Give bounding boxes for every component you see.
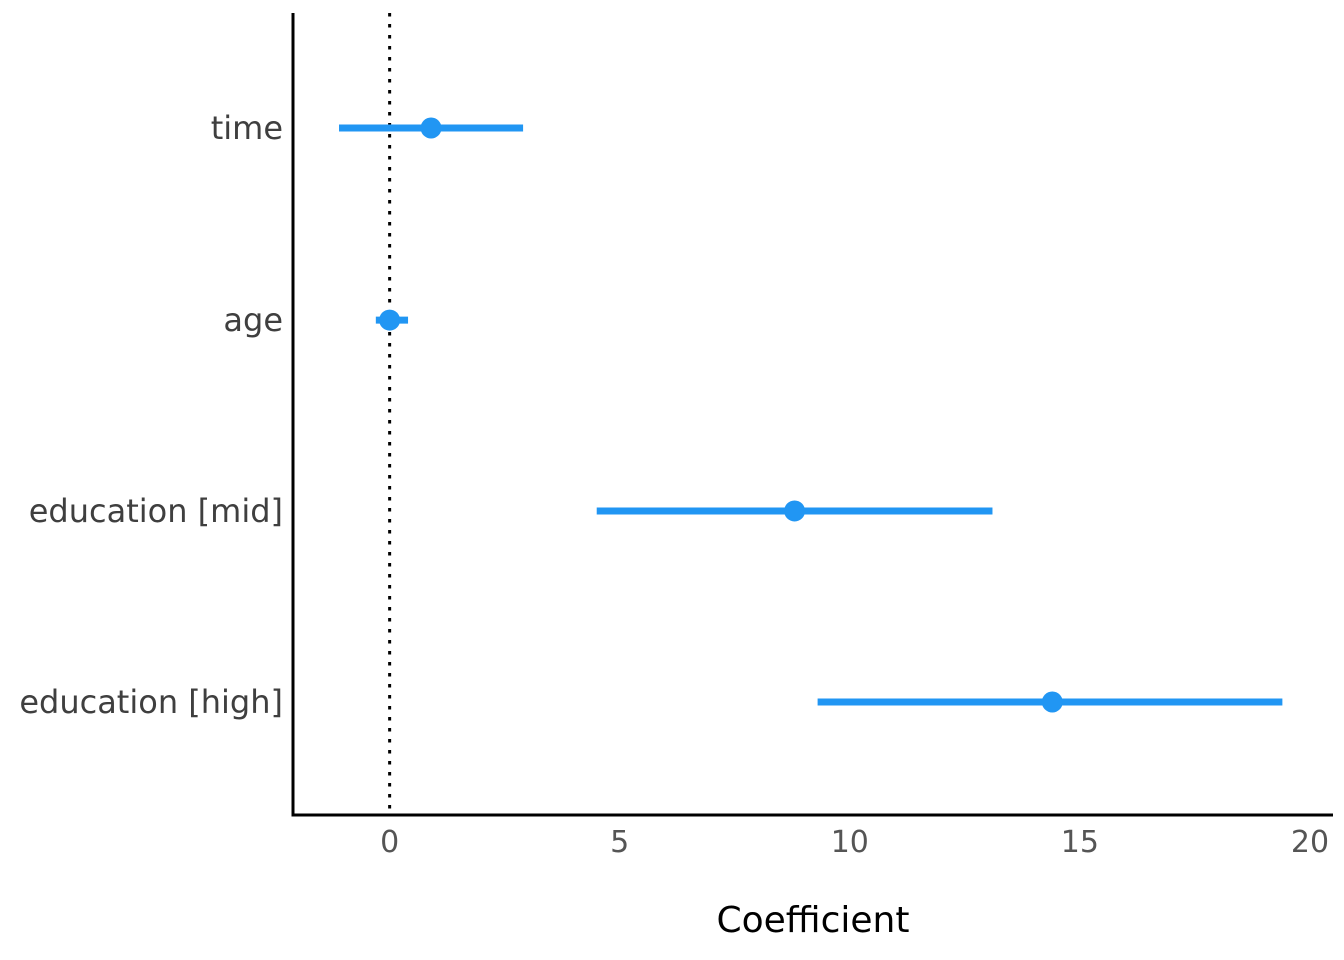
y-category-label-time: time	[211, 109, 283, 147]
x-axis-title: Coefficient	[716, 900, 910, 941]
y-category-label-age: age	[223, 301, 283, 339]
point-estimate-age	[379, 309, 401, 331]
point-estimate-education-high	[1041, 691, 1063, 713]
x-tick-label-0: 0	[380, 825, 399, 860]
x-tick-label-20: 20	[1291, 825, 1329, 860]
x-tick-label-5: 5	[610, 825, 629, 860]
x-tick-label-15: 15	[1061, 825, 1099, 860]
y-category-label-education-high: education [high]	[19, 683, 283, 721]
point-estimate-education-mid	[784, 500, 806, 522]
x-tick-label-10: 10	[831, 825, 869, 860]
y-category-label-education-mid: education [mid]	[29, 492, 283, 530]
point-estimate-time	[420, 117, 442, 139]
